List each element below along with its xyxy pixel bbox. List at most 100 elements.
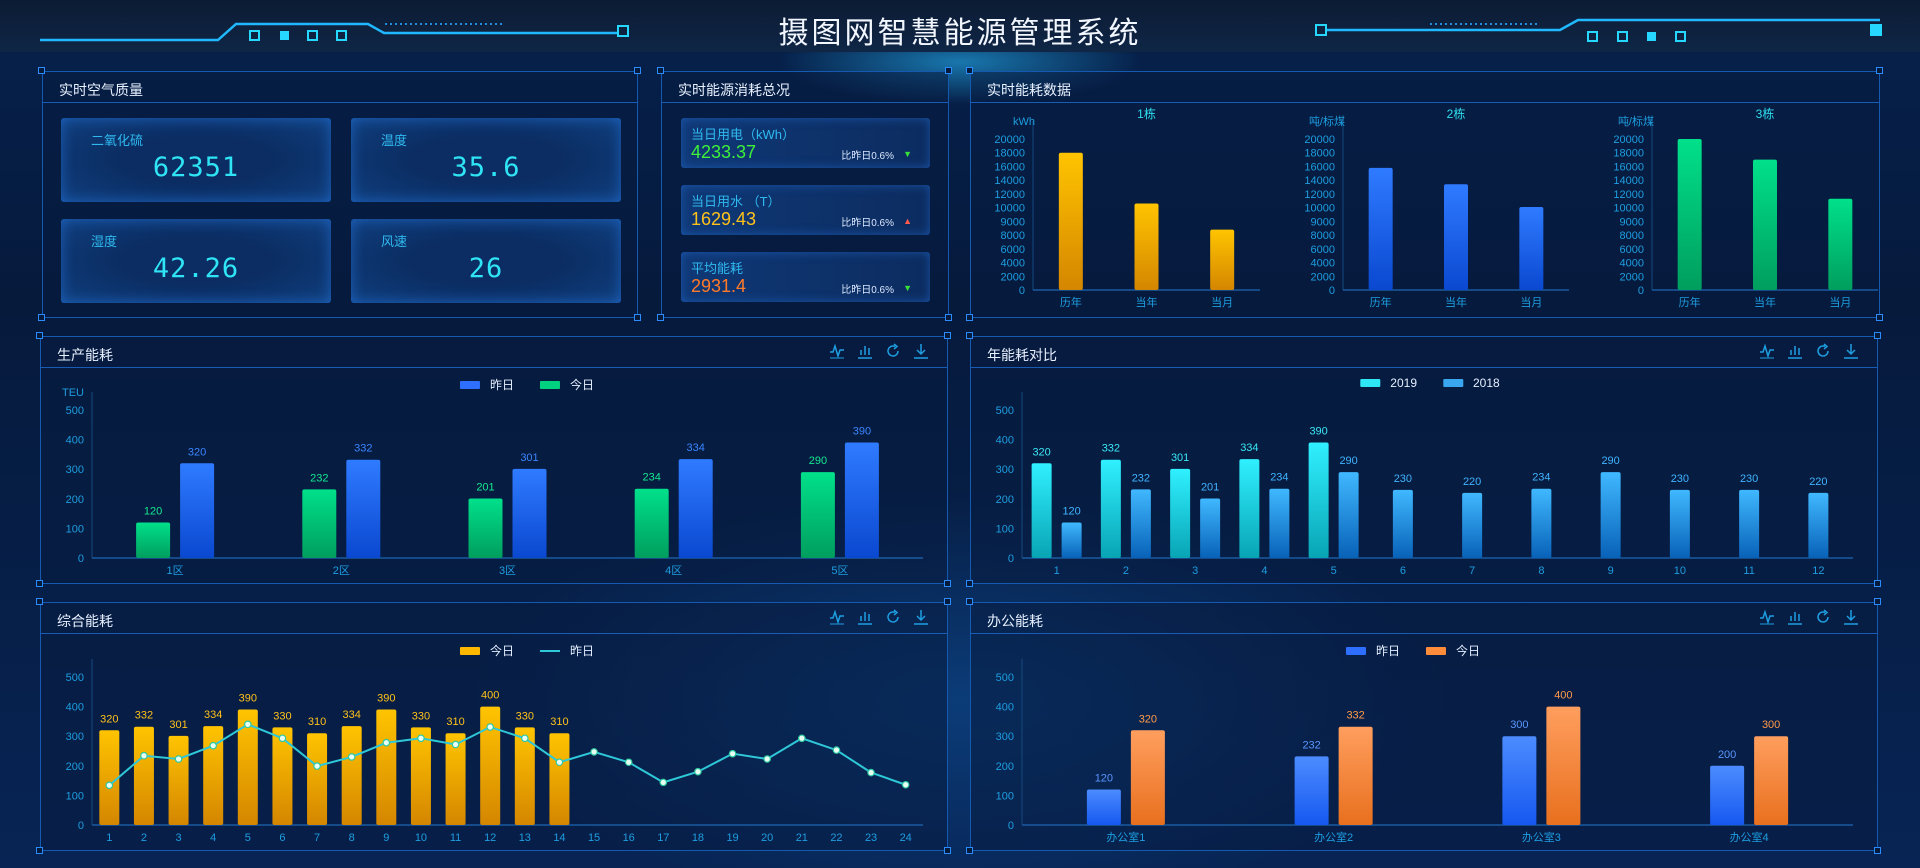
line-chart-icon[interactable]	[829, 609, 845, 625]
card-value: 26	[468, 253, 504, 284]
legend-label: 昨日	[570, 644, 595, 658]
y-tick-label: 14000	[1613, 175, 1644, 187]
refresh-icon[interactable]	[1815, 609, 1831, 625]
y-tick-label: 400	[66, 702, 84, 714]
line-chart-icon[interactable]	[1759, 609, 1775, 625]
x-tick-label: 11	[1743, 565, 1754, 577]
refresh-icon[interactable]	[1815, 343, 1831, 359]
bar-value-label: 301	[169, 719, 187, 731]
legend-item[interactable]: 今日	[1426, 642, 1480, 659]
card-value: 35.6	[451, 152, 521, 183]
bar-value-label: 332	[354, 443, 372, 455]
bar	[468, 498, 503, 558]
bar-chart-icon[interactable]	[1787, 609, 1803, 625]
legend-label: 昨日	[1375, 644, 1400, 658]
bar-chart-icon[interactable]	[857, 609, 873, 625]
divider	[971, 633, 1877, 634]
download-icon[interactable]	[1843, 343, 1859, 359]
x-tick-label: 办公室2	[1314, 830, 1353, 844]
bar-value-label: 230	[1671, 473, 1689, 485]
bar	[1210, 229, 1235, 290]
download-icon[interactable]	[1843, 609, 1859, 625]
bar	[1061, 522, 1082, 558]
bar-value-label: 301	[520, 452, 538, 464]
subchart-title: 3栋	[1756, 106, 1775, 121]
download-icon[interactable]	[913, 609, 929, 625]
y-axis-unit: TEU	[62, 387, 84, 399]
compare-text: 比昨日0.6%	[841, 151, 894, 162]
legend-item[interactable]: 昨日	[540, 642, 594, 659]
chart-legend: 昨日 今日	[459, 376, 594, 393]
bar	[302, 489, 337, 558]
legend-item[interactable]: 昨日	[459, 376, 514, 393]
panel-corner	[1874, 598, 1881, 605]
x-tick-label: 3	[1192, 565, 1198, 577]
y-axis-unit: 吨/标煤	[1618, 114, 1654, 128]
bar-value-label: 290	[1601, 455, 1619, 467]
x-tick-label: 2区	[333, 565, 350, 577]
subchart-title: 1栋	[1137, 106, 1156, 121]
line-point	[832, 746, 841, 754]
bar-value-label: 201	[476, 482, 494, 494]
x-tick-label: 当月	[1520, 295, 1542, 309]
legend-swatch	[459, 646, 480, 655]
energy-card: 当日用水 （T） 1629.43 比昨日0.6% ▲	[681, 185, 930, 235]
y-tick-label: 10000	[994, 203, 1025, 215]
legend-item[interactable]: 2018	[1443, 376, 1500, 390]
line-point	[867, 768, 875, 777]
panel-title: 生产能耗	[57, 347, 113, 363]
bar-chart-icon[interactable]	[857, 343, 873, 359]
download-icon[interactable]	[913, 343, 929, 359]
bar	[1808, 492, 1829, 558]
y-tick-label: 14000	[994, 175, 1025, 187]
line-chart-icon[interactable]	[1759, 343, 1775, 359]
panel-corner	[657, 314, 664, 321]
bar	[1754, 736, 1789, 825]
y-tick-label: 0	[78, 553, 84, 565]
x-tick-label: 22	[830, 832, 842, 844]
bar	[410, 727, 431, 825]
bar-value-label: 234	[643, 472, 661, 484]
chart-legend: 2019 2018	[1360, 376, 1500, 390]
y-tick-label: 16000	[1613, 161, 1644, 173]
energy-card: 当日用电（kWh） 4233.37 比昨日0.6% ▼	[681, 118, 930, 168]
y-tick-label: 2000	[1620, 271, 1644, 283]
x-tick-label: 8	[349, 832, 355, 844]
legend-item[interactable]: 昨日	[1345, 642, 1400, 659]
y-tick-label: 6000	[1001, 244, 1025, 256]
bar	[1739, 489, 1760, 558]
bar-chart-icon[interactable]	[1787, 343, 1803, 359]
line-chart-icon[interactable]	[829, 343, 845, 359]
bar	[1462, 492, 1483, 558]
bar-value-label: 120	[1095, 772, 1113, 784]
refresh-icon[interactable]	[885, 609, 901, 625]
panel-corner	[944, 332, 951, 339]
panel-title: 实时能耗数据	[987, 82, 1071, 98]
line-point	[140, 751, 148, 760]
bar-value-label: 120	[144, 505, 162, 517]
line-point	[486, 723, 494, 731]
card-label: 平均能耗	[691, 261, 744, 276]
panel-corner	[944, 847, 951, 854]
x-tick-label: 1	[106, 832, 112, 844]
legend-item[interactable]: 今日	[459, 642, 514, 659]
bar	[844, 442, 879, 558]
legend-item[interactable]: 今日	[540, 376, 594, 393]
bar-value-label: 334	[1240, 442, 1258, 454]
office-chart: 0 100 200 300 400 500 办公室1 办公室2 办公室3 办公室4 120 232 30…	[996, 659, 1853, 844]
refresh-icon[interactable]	[885, 343, 901, 359]
bar	[1444, 184, 1468, 290]
legend-item[interactable]: 2019	[1360, 376, 1417, 390]
bar	[1100, 459, 1121, 558]
compare-text: 比昨日0.6%	[841, 285, 894, 296]
bar	[1269, 488, 1290, 558]
legend-swatch	[1426, 646, 1446, 655]
bar-value-label: 390	[853, 426, 871, 438]
bar-value-label: 290	[809, 455, 827, 467]
x-tick-label: 9	[1608, 565, 1614, 577]
card-value: 42.26	[152, 253, 240, 284]
bar	[1368, 167, 1393, 290]
card-label: 温度	[381, 133, 408, 148]
bar	[1519, 206, 1544, 290]
